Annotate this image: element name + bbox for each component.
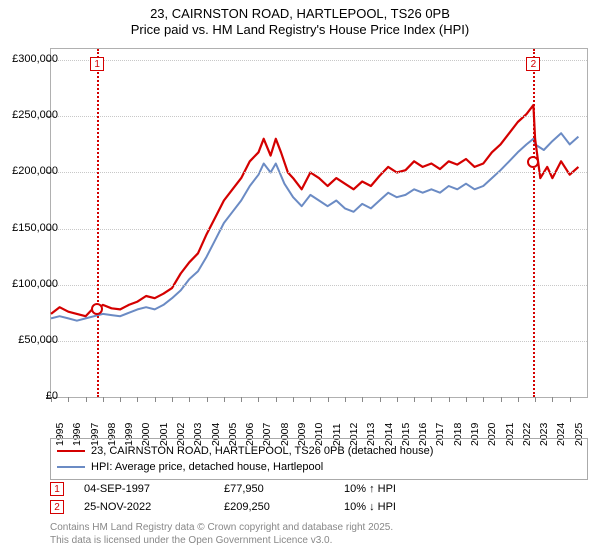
- legend-swatch-hpi: [57, 466, 85, 468]
- title-block: 23, CAIRNSTON ROAD, HARTLEPOOL, TS26 0PB…: [0, 0, 600, 39]
- sale-marker-2: 2: [50, 500, 64, 514]
- footer-attribution: Contains HM Land Registry data © Crown c…: [50, 522, 393, 547]
- title-line-2: Price paid vs. HM Land Registry's House …: [0, 22, 600, 38]
- legend-swatch-price-paid: [57, 450, 85, 452]
- sale-date-1: 04-SEP-1997: [84, 483, 224, 495]
- sale-price-1: £77,950: [224, 483, 344, 495]
- legend-item-hpi: HPI: Average price, detached house, Hart…: [57, 459, 581, 475]
- footer-line-2: This data is licensed under the Open Gov…: [50, 535, 393, 548]
- line-plot-svg: [51, 49, 587, 397]
- sales-row-1: 1 04-SEP-1997 £77,950 10% ↑ HPI: [50, 480, 588, 498]
- legend-item-price-paid: 23, CAIRNSTON ROAD, HARTLEPOOL, TS26 0PB…: [57, 443, 581, 459]
- title-line-1: 23, CAIRNSTON ROAD, HARTLEPOOL, TS26 0PB: [0, 6, 600, 22]
- sale-date-2: 25-NOV-2022: [84, 501, 224, 513]
- sale-price-2: £209,250: [224, 501, 344, 513]
- chart-plot-area: 12: [50, 48, 588, 398]
- legend-label-price-paid: 23, CAIRNSTON ROAD, HARTLEPOOL, TS26 0PB…: [91, 445, 433, 457]
- chart-container: 23, CAIRNSTON ROAD, HARTLEPOOL, TS26 0PB…: [0, 0, 600, 560]
- sale-hpi-1: 10% ↑ HPI: [344, 483, 464, 495]
- legend-label-hpi: HPI: Average price, detached house, Hart…: [91, 461, 323, 473]
- sales-table: 1 04-SEP-1997 £77,950 10% ↑ HPI 2 25-NOV…: [50, 480, 588, 516]
- sale-hpi-2: 10% ↓ HPI: [344, 501, 464, 513]
- sale-marker-1: 1: [50, 482, 64, 496]
- footer-line-1: Contains HM Land Registry data © Crown c…: [50, 522, 393, 535]
- sales-row-2: 2 25-NOV-2022 £209,250 10% ↓ HPI: [50, 498, 588, 516]
- legend-box: 23, CAIRNSTON ROAD, HARTLEPOOL, TS26 0PB…: [50, 438, 588, 480]
